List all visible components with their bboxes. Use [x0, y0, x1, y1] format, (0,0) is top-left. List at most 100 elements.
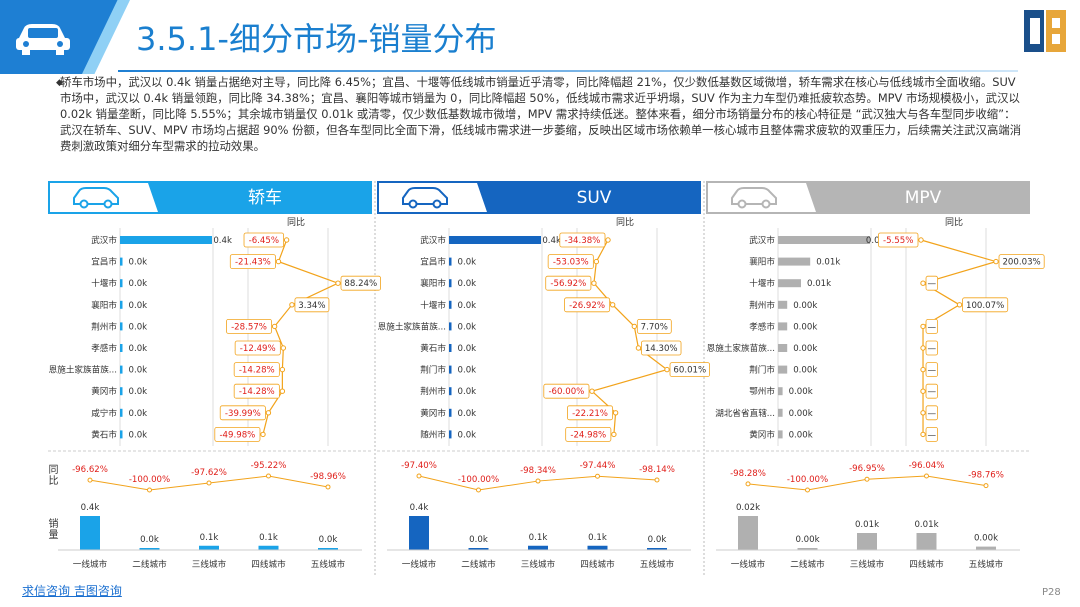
yoy-label: 200.03%	[1002, 258, 1040, 268]
tier-name: 三线城市	[850, 558, 885, 570]
tier-yoy-point	[983, 483, 989, 489]
sales-bar	[449, 387, 452, 396]
city-label: 咸宁市	[91, 407, 117, 419]
sales-bar	[449, 257, 452, 266]
tier-yoy-point	[805, 487, 810, 493]
yoy-point	[279, 366, 286, 373]
tier-name: 五线城市	[969, 558, 1004, 570]
yoy-point	[920, 323, 926, 330]
sales-label: 0.01k	[816, 258, 840, 268]
sales-side-label: 销量	[46, 518, 57, 540]
sales-label: 0.01k	[807, 279, 831, 289]
city-label: 恩施土家族苗族...	[378, 320, 446, 332]
sales-label: 0.0k	[458, 387, 477, 397]
suv-icon	[402, 187, 448, 209]
yoy-label: -21.43%	[235, 258, 271, 268]
yoy-label: -5.55%	[883, 236, 913, 246]
sales-bar	[449, 430, 452, 439]
city-label: 十堰市	[91, 277, 117, 289]
tier-yoy-point	[864, 476, 870, 482]
tier-sales-bar	[587, 545, 608, 550]
city-label: 黄石市	[91, 428, 117, 440]
tier-name: 四线城市	[580, 558, 615, 570]
yoy-label: 60.01%	[673, 366, 706, 376]
yoy-point	[635, 345, 642, 351]
tier-name: 一线城市	[73, 558, 108, 570]
yoy-label-box	[340, 275, 381, 291]
city-label: 襄阳市	[749, 256, 775, 268]
yoy-line	[262, 239, 340, 435]
yoy-label-box	[233, 383, 280, 399]
tier-sales-bar	[409, 516, 429, 550]
tier-yoy-label: -97.40%	[401, 461, 437, 471]
tier-yoy-label: -95.22%	[251, 461, 287, 471]
tier-yoy-point	[476, 487, 481, 493]
sales-bar	[449, 322, 452, 331]
city-label: 荆门市	[420, 364, 446, 376]
sales-bar	[120, 365, 123, 374]
yoy-point	[612, 410, 619, 416]
brand-logo-icon	[1024, 10, 1066, 52]
sales-label: 0.4k	[213, 236, 232, 246]
tier-sales-bar	[916, 533, 937, 550]
sales-bar	[120, 408, 123, 417]
panel-title: 轿车	[248, 188, 282, 208]
yoy-label: -24.98%	[570, 430, 606, 440]
yoy-point	[918, 237, 924, 243]
city-label: 鄂州市	[749, 385, 775, 397]
footer-links[interactable]: 求信咨询 吉图咨询	[22, 584, 122, 598]
tier-sales-bar	[139, 548, 160, 550]
yoy-label: -56.92%	[550, 279, 586, 289]
tier-yoy-point	[595, 473, 600, 479]
yoy-label: -12.49%	[240, 344, 276, 354]
tier-name: 四线城市	[909, 558, 944, 570]
tier-yoy-label: -98.76%	[968, 471, 1004, 481]
city-label: 荆州市	[749, 299, 775, 311]
yoy-label: —	[928, 344, 937, 354]
yoy-point	[920, 345, 926, 351]
city-label: 宜昌市	[91, 256, 117, 268]
yoy-header: 同比	[287, 216, 305, 228]
tier-name: 二线城市	[790, 558, 825, 570]
yoy-point	[664, 366, 670, 373]
tier-yoy-point	[654, 477, 660, 483]
sales-bar	[778, 322, 788, 331]
yoy-label: -49.98%	[219, 430, 255, 440]
yoy-label: 14.30%	[645, 344, 678, 354]
yoy-label-box	[545, 275, 592, 291]
yoy-point	[920, 388, 926, 394]
yoy-label-box	[229, 254, 276, 270]
yoy-header: 同比	[616, 216, 634, 228]
yoy-label-box	[214, 426, 261, 442]
tier-name: 一线城市	[402, 558, 437, 570]
yoy-point	[920, 431, 926, 438]
intro-paragraph: 轿车市场中，武汉以 0.4k 销量占据绝对主导，同比降 6.45%；宜昌、十堰等…	[60, 75, 1022, 154]
sales-label: 0.00k	[789, 409, 813, 419]
yoy-label-box	[925, 405, 939, 421]
yoy-label: -26.92%	[569, 301, 605, 311]
yoy-label-box	[636, 318, 672, 334]
yoy-label-box	[226, 318, 273, 334]
city-label: 武汉市	[749, 234, 775, 246]
yoy-label: -28.57%	[231, 322, 267, 332]
city-label: 襄阳市	[91, 299, 117, 311]
yoy-point	[283, 237, 290, 243]
tier-name: 五线城市	[640, 558, 675, 570]
yoy-point	[920, 280, 926, 286]
sales-bar	[778, 387, 783, 396]
sales-label: 0.00k	[793, 344, 817, 354]
yoy-label: 7.70%	[641, 322, 668, 332]
yoy-label: —	[928, 387, 937, 397]
tier-sales-label: 0.4k	[410, 503, 429, 513]
panel-title: SUV	[577, 188, 612, 208]
tier-yoy-point	[924, 473, 929, 479]
sales-label: 0.00k	[793, 322, 817, 332]
sales-bar	[778, 257, 811, 266]
tier-name: 二线城市	[461, 558, 496, 570]
yoy-label-box	[925, 340, 939, 356]
tier-yoy-label: -97.44%	[580, 461, 616, 471]
yoy-label-box	[878, 232, 919, 248]
yoy-point	[335, 280, 341, 286]
